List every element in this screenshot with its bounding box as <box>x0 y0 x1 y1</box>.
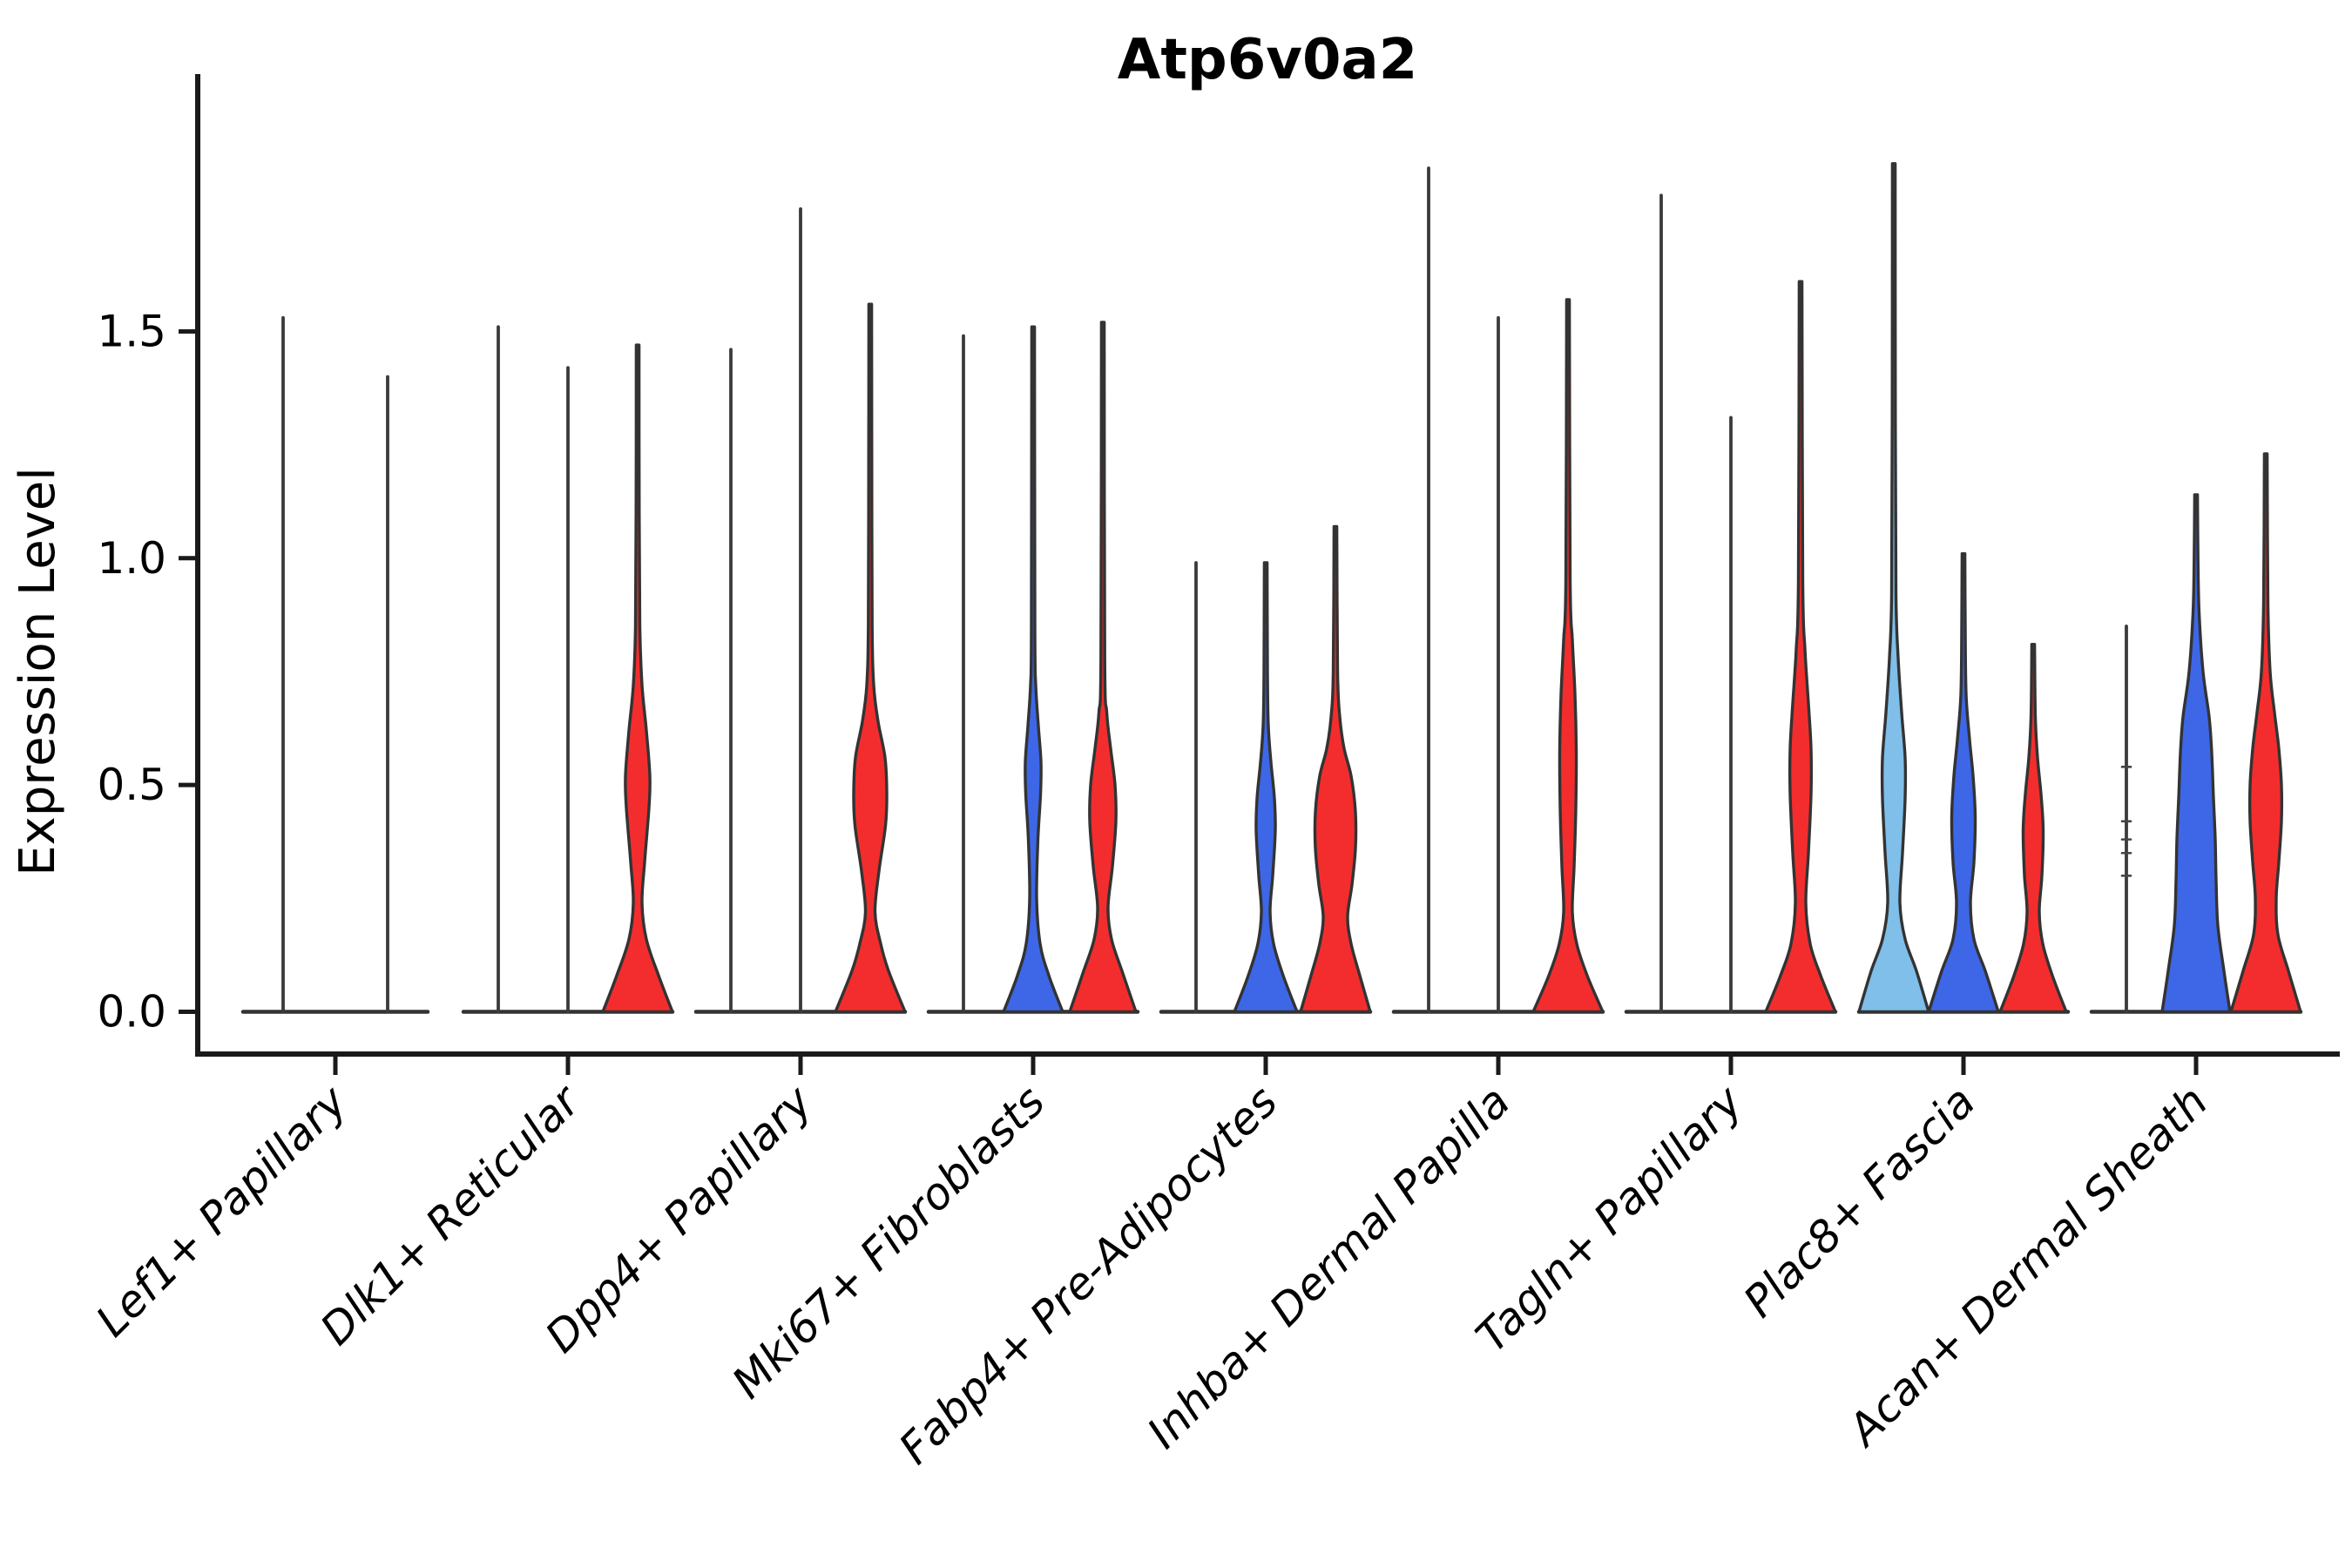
violin-6-2-red <box>1764 280 1837 1014</box>
violin-5-2-red <box>1531 298 1605 1014</box>
violin-2-2-red <box>834 302 907 1014</box>
y-tick-label-3: 1.5 <box>97 306 166 356</box>
x-tick-label-0: Lef1+ Papillary <box>86 1075 357 1346</box>
y-axis-title: Expression Level <box>10 467 66 876</box>
violin-8-1-blue <box>2160 493 2232 1014</box>
violin-3-1-blue <box>1002 325 1064 1014</box>
x-tick-label-4: Fabp4+ Pre-Adipocytes <box>889 1076 1288 1474</box>
y-tick-label-1: 0.5 <box>97 760 166 810</box>
violin-1-2-red <box>601 343 674 1014</box>
violin-7-2-red <box>1998 643 2068 1014</box>
violin-7-1-blue <box>1927 551 2000 1014</box>
y-tick-label-0: 0.0 <box>97 987 166 1037</box>
violin-7-0-lightblue <box>1857 162 1930 1014</box>
violin-8-2-red <box>2229 452 2302 1014</box>
y-tick-label-2: 1.0 <box>97 533 166 584</box>
x-tick-label-7: Plac8+ Fascia <box>1734 1076 1985 1327</box>
violin-4-1-blue <box>1233 561 1299 1014</box>
plot-title: Atp6v0a2 <box>1118 28 1417 92</box>
violin-3-2-red <box>1068 321 1138 1014</box>
violin-4-2-red <box>1299 524 1372 1014</box>
